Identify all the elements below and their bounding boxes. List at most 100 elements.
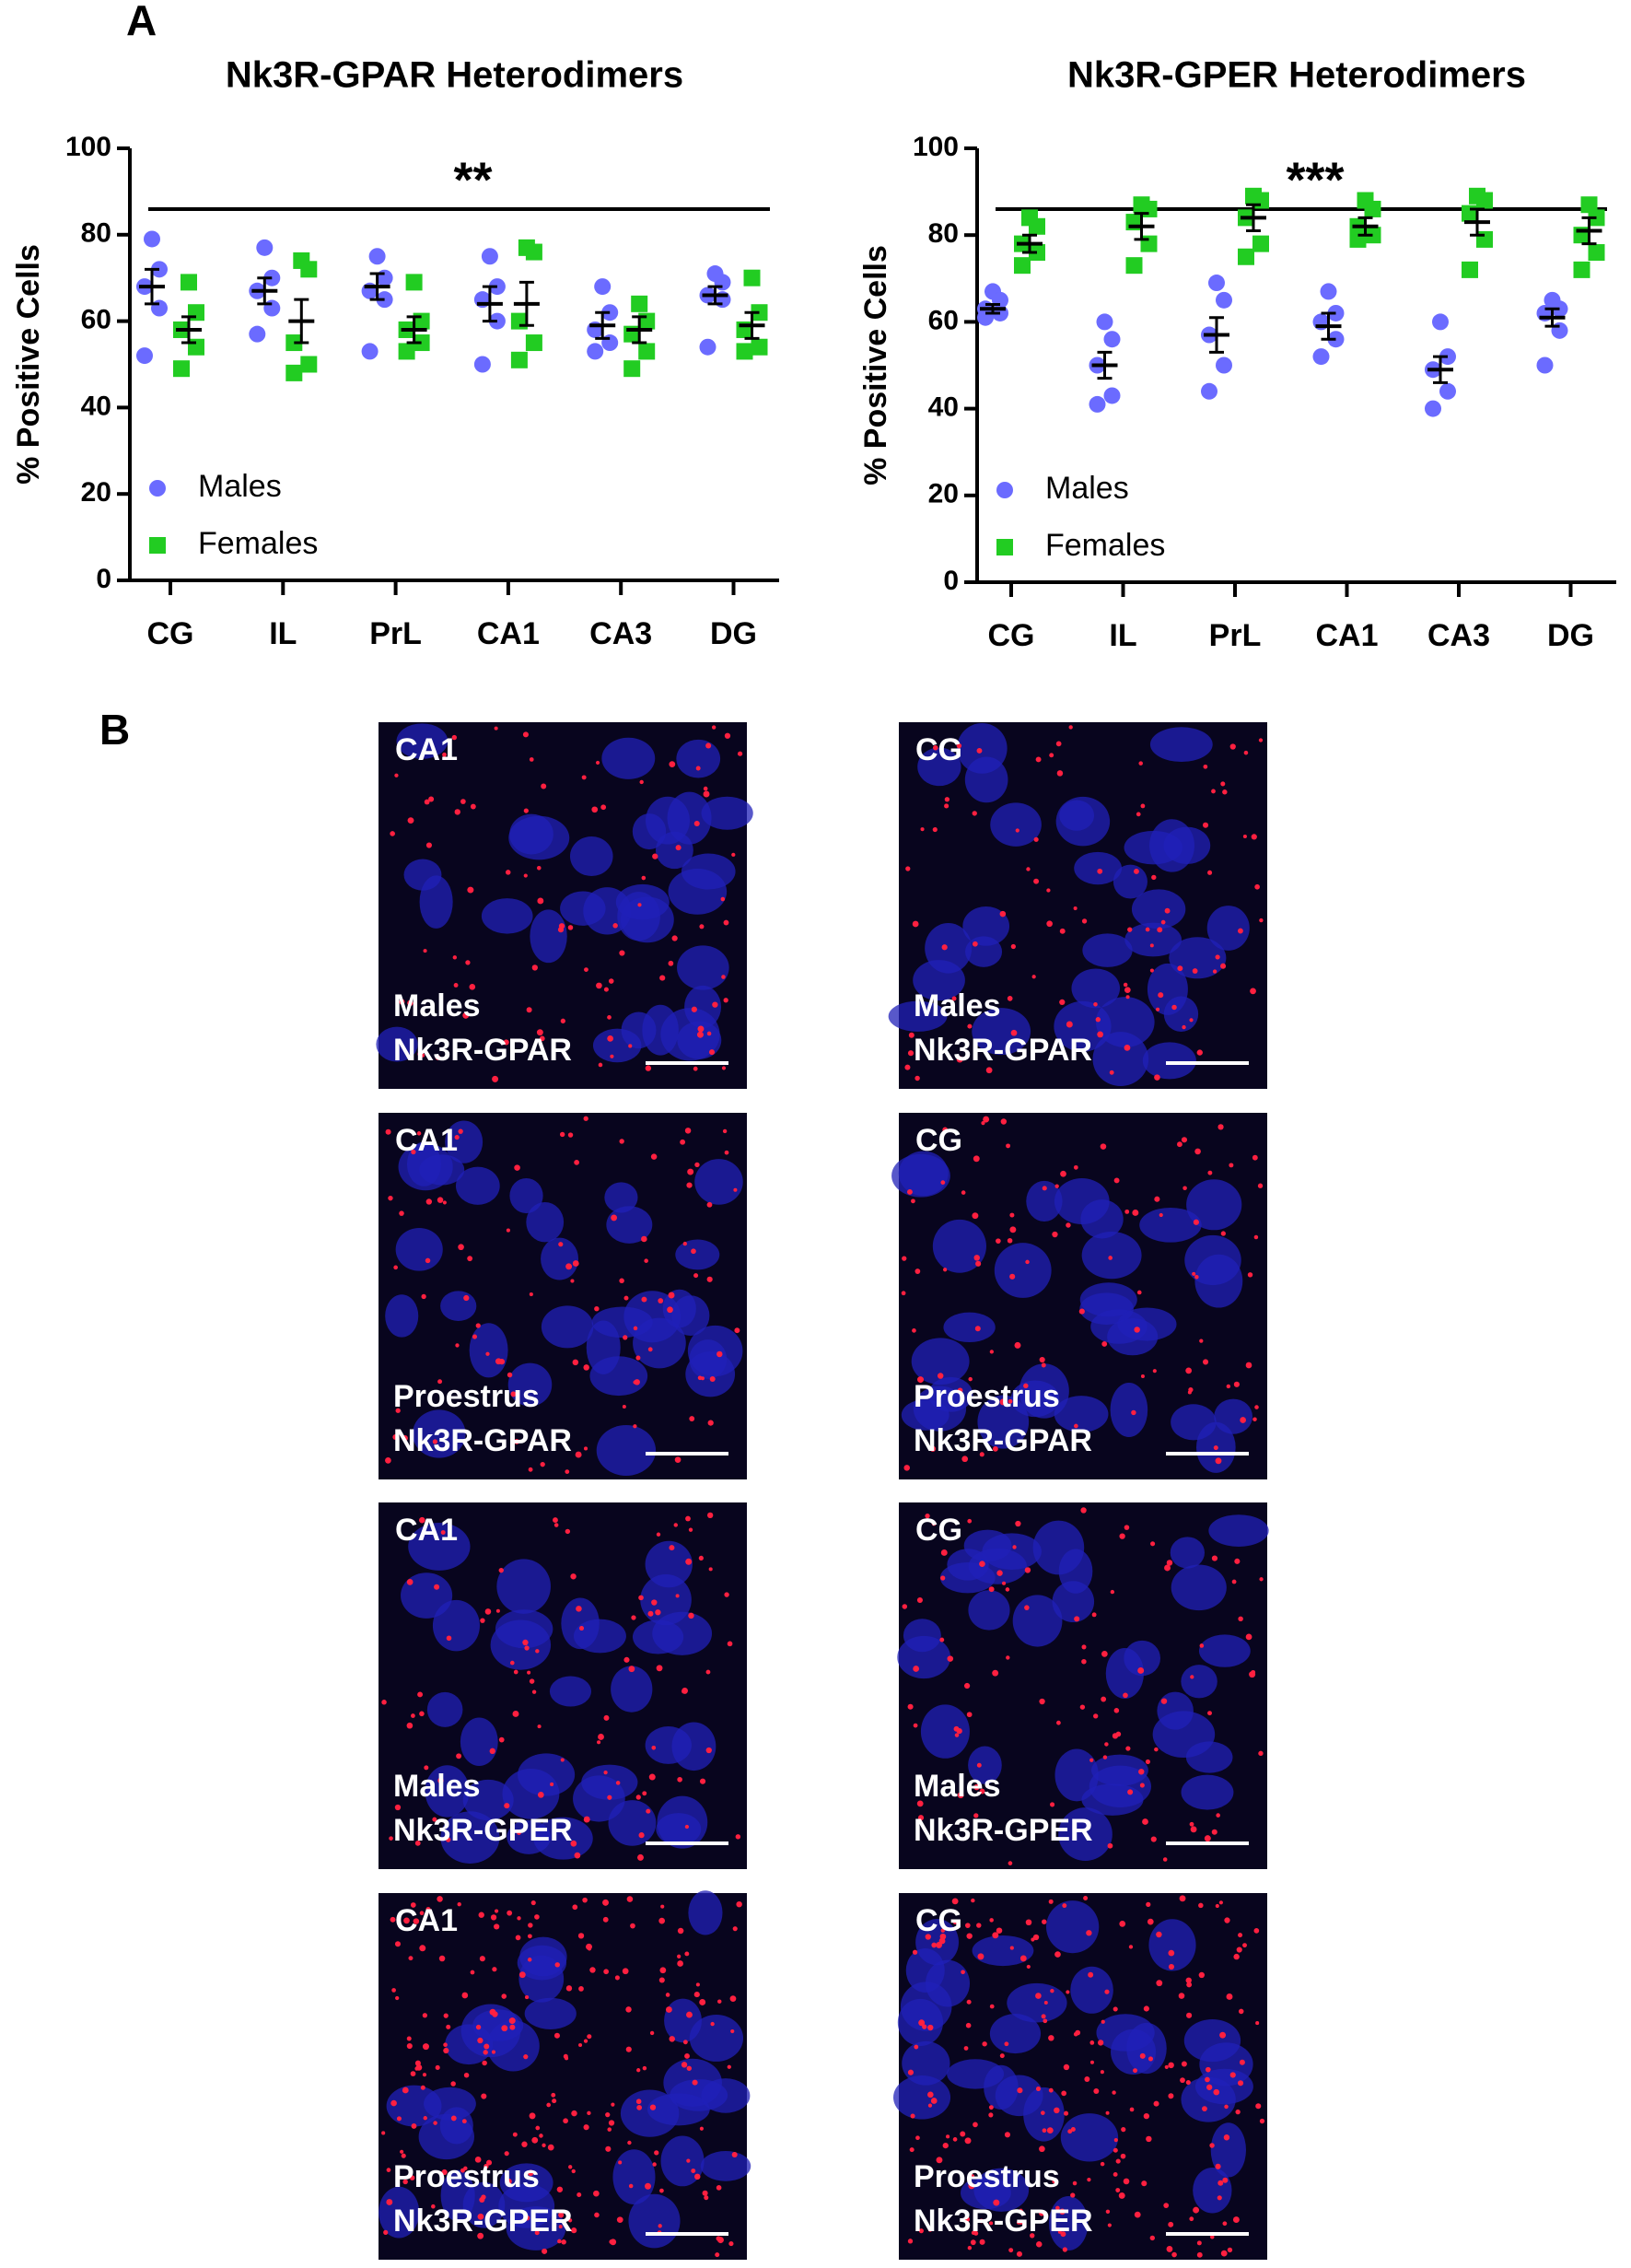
puncta: [1026, 1964, 1031, 1970]
puncta: [940, 1928, 946, 1933]
puncta: [574, 1159, 579, 1165]
puncta: [501, 2025, 508, 2032]
puncta: [628, 1666, 635, 1673]
puncta: [1259, 2118, 1265, 2124]
puncta: [1186, 2012, 1193, 2018]
puncta: [1224, 2104, 1229, 2110]
puncta: [1039, 1698, 1045, 1705]
puncta: [1196, 2240, 1202, 2246]
nucleus: [632, 813, 667, 850]
puncta: [1223, 2134, 1230, 2141]
nucleus: [964, 756, 1008, 803]
puncta: [1073, 906, 1078, 911]
puncta: [1233, 1953, 1240, 1960]
puncta: [567, 925, 574, 930]
puncta: [462, 1011, 470, 1019]
puncta: [603, 1714, 610, 1721]
puncta: [628, 2183, 634, 2189]
puncta: [524, 1995, 530, 2000]
nucleus: [581, 1764, 638, 1800]
puncta: [1004, 2041, 1009, 2047]
puncta: [658, 1977, 665, 1983]
puncta: [1163, 2203, 1170, 2209]
nucleus: [376, 1026, 418, 1062]
puncta: [437, 1379, 443, 1385]
image-receptor-label: Nk3R-GPAR: [914, 1033, 1092, 1068]
puncta: [669, 761, 676, 767]
puncta: [724, 732, 731, 739]
puncta: [1252, 1417, 1257, 1421]
puncta: [470, 1970, 475, 1975]
nucleus: [660, 1008, 720, 1061]
puncta: [1023, 1383, 1029, 1389]
puncta: [583, 1816, 590, 1823]
nucleus: [530, 909, 567, 964]
puncta: [1189, 2216, 1194, 2222]
x-tick-label: CG: [147, 616, 194, 651]
legend-marker: [996, 482, 1013, 498]
puncta: [1193, 2206, 1200, 2214]
puncta: [929, 1445, 937, 1452]
puncta: [1016, 2250, 1022, 2257]
puncta: [1015, 828, 1019, 833]
data-point: [376, 269, 393, 286]
puncta: [1132, 1210, 1139, 1216]
puncta: [565, 1469, 570, 1474]
puncta: [402, 2179, 408, 2185]
data-point: [638, 343, 656, 360]
puncta: [1215, 1457, 1222, 1465]
puncta: [902, 1604, 908, 1609]
puncta: [1081, 1658, 1087, 1665]
puncta: [695, 1982, 700, 1987]
puncta: [583, 1446, 588, 1451]
puncta: [915, 1268, 921, 1274]
puncta: [391, 1988, 396, 1993]
nucleus: [901, 1399, 949, 1431]
puncta: [646, 1808, 651, 1814]
puncta: [463, 1294, 470, 1302]
puncta: [731, 852, 736, 857]
puncta: [461, 2119, 467, 2124]
puncta: [951, 1898, 959, 1905]
puncta: [605, 2145, 612, 2152]
puncta: [677, 1960, 683, 1967]
puncta: [707, 1420, 714, 1426]
puncta: [1042, 1919, 1047, 1924]
puncta: [509, 2024, 516, 2030]
puncta: [915, 1075, 920, 1081]
puncta: [1160, 1698, 1168, 1704]
error-bar: [257, 276, 273, 306]
puncta: [479, 2196, 485, 2203]
puncta: [1168, 2221, 1174, 2227]
puncta: [971, 2230, 976, 2236]
puncta: [1194, 1148, 1201, 1155]
puncta: [1193, 1219, 1199, 1225]
data-point: [601, 334, 619, 352]
legend-label: Females: [1045, 528, 1165, 563]
puncta: [414, 1840, 421, 1846]
x-tick-label: CA3: [1427, 618, 1490, 653]
y-tick-label: 100: [65, 132, 111, 162]
puncta: [1140, 1374, 1145, 1378]
puncta: [423, 2116, 427, 2121]
micrograph: CA1 Proestrus Nk3R-GPAR: [379, 1113, 747, 1479]
puncta: [1148, 2056, 1154, 2062]
puncta: [570, 1573, 577, 1580]
nucleus: [1126, 2022, 1167, 2075]
puncta: [1017, 2087, 1023, 2094]
puncta: [574, 1852, 581, 1859]
puncta: [1123, 982, 1128, 988]
puncta: [633, 1326, 638, 1331]
puncta: [1000, 1118, 1008, 1125]
puncta: [1210, 2234, 1215, 2239]
puncta: [944, 797, 950, 802]
puncta: [450, 2081, 456, 2087]
data-point: [1089, 395, 1106, 413]
puncta: [1084, 2076, 1090, 2082]
puncta: [1139, 2052, 1146, 2059]
puncta: [1136, 1290, 1142, 1295]
puncta: [737, 751, 743, 756]
y-tick-label: 40: [81, 391, 111, 421]
nucleus: [677, 945, 729, 990]
puncta: [1100, 2161, 1105, 2167]
